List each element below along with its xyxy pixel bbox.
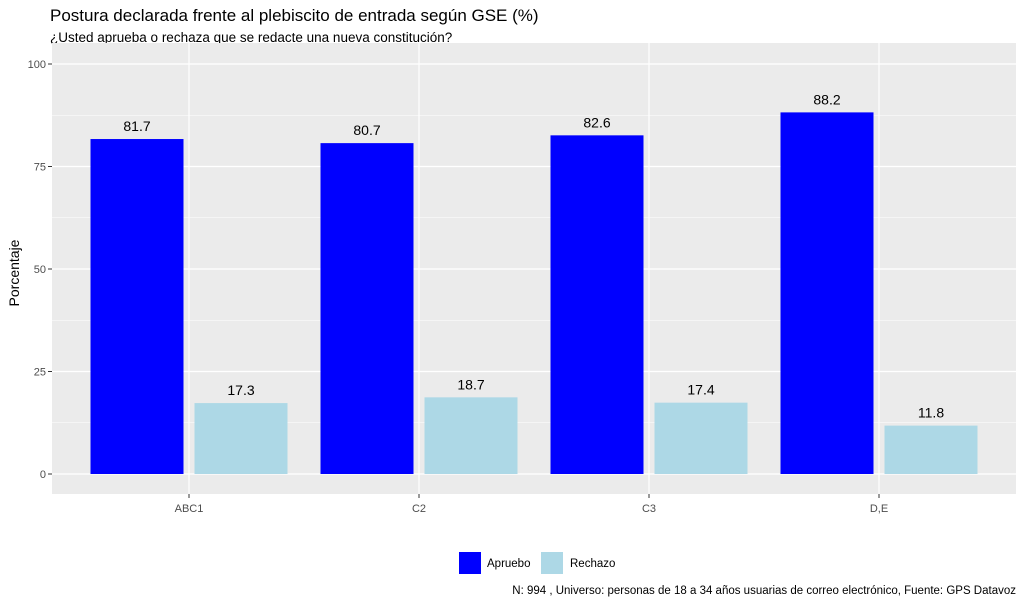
- bar-rechazo-abc1: [194, 403, 288, 474]
- bar-rechazo-c3: [654, 402, 748, 474]
- y-tick-label: 75: [34, 162, 46, 174]
- y-tick-label: 50: [34, 264, 46, 276]
- legend-label-apruebo: Apruebo: [487, 558, 530, 570]
- legend-key-apruebo: [459, 552, 481, 574]
- bar-rechazo-c2: [424, 397, 518, 474]
- data-label: 18.7: [457, 376, 484, 392]
- data-label: 88.2: [813, 91, 840, 107]
- chart-subtitle: ¿Usted aprueba o rechaza que se redacte …: [50, 30, 453, 45]
- y-axis-title: Porcentaje: [6, 239, 22, 306]
- chart-title: Postura declarada frente al plebiscito d…: [50, 6, 539, 25]
- chart-caption: N: 994 , Universo: personas de 18 a 34 a…: [512, 585, 1016, 597]
- data-label: 11.8: [918, 405, 944, 421]
- x-axis: ABC1 C2 C3 D,E: [175, 494, 888, 515]
- data-labels: 81.7 17.3 80.7 18.7 82.6 17.4 88.2 11.8: [123, 91, 944, 420]
- bar-rechazo-de: [884, 425, 978, 474]
- x-tick-label: ABC1: [175, 503, 204, 515]
- legend-label-rechazo: Rechazo: [570, 558, 615, 570]
- legend: Apruebo Rechazo: [459, 552, 615, 574]
- data-label: 82.6: [583, 114, 610, 130]
- x-tick-label: D,E: [870, 503, 888, 515]
- bar-apruebo-abc1: [90, 139, 184, 474]
- y-tick-label: 0: [40, 469, 46, 481]
- data-label: 17.4: [687, 382, 714, 398]
- legend-key-rechazo: [541, 552, 563, 574]
- bars: [90, 112, 978, 474]
- x-tick-label: C3: [642, 503, 656, 515]
- y-tick-label: 100: [28, 59, 46, 71]
- data-label: 80.7: [353, 122, 380, 138]
- bar-apruebo-de: [780, 112, 874, 474]
- bar-apruebo-c3: [550, 135, 644, 474]
- data-label: 17.3: [227, 382, 254, 398]
- data-label: 81.7: [123, 118, 150, 134]
- bar-apruebo-c2: [320, 143, 414, 474]
- y-tick-label: 25: [34, 367, 46, 379]
- x-tick-label: C2: [412, 503, 426, 515]
- y-axis: 0 25 50 75 100: [28, 59, 52, 481]
